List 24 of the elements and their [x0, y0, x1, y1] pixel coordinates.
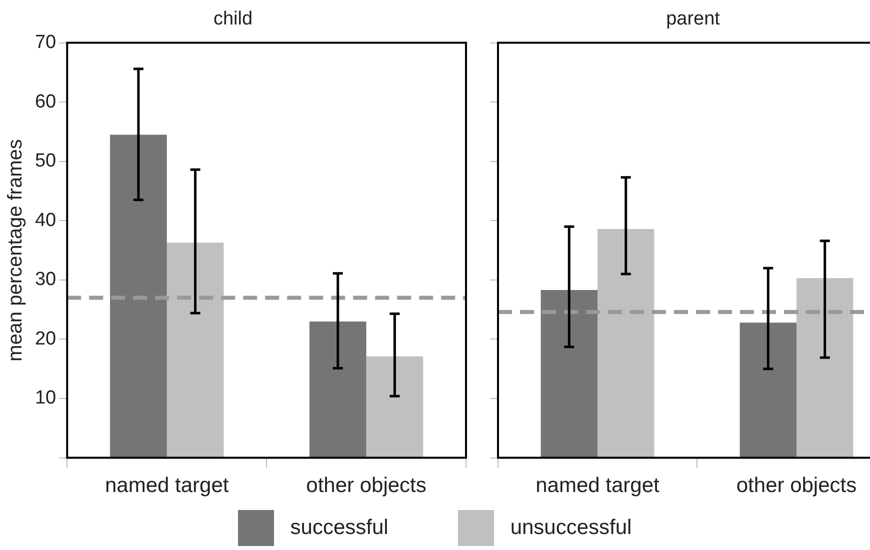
legend-label: successful — [290, 516, 388, 540]
bar — [598, 228, 654, 458]
bar — [166, 242, 224, 458]
y-tick-label: 30 — [34, 269, 56, 290]
bar — [366, 356, 424, 458]
x-tick-label: named target — [536, 474, 660, 498]
bar — [309, 321, 366, 458]
chart-title: child — [213, 8, 253, 30]
y-tick-label: 50 — [34, 150, 56, 172]
y-tick-label: 60 — [34, 91, 56, 112]
x-tick-label: named target — [104, 474, 229, 498]
bar — [540, 290, 598, 458]
y-tick-label: 20 — [34, 328, 56, 350]
bar — [110, 134, 167, 458]
chart-title: parent — [666, 8, 721, 30]
x-tick-label: other objects — [736, 474, 857, 498]
y-tick-label: 10 — [34, 388, 56, 409]
legend-label: unsuccessful — [510, 516, 632, 540]
y-tick-label: 70 — [34, 32, 56, 54]
bar — [740, 322, 796, 458]
x-tick-label: other objects — [306, 474, 426, 498]
y-axis-title: mean percentage frames — [4, 139, 27, 362]
bar — [796, 278, 854, 458]
y-tick-label: 40 — [34, 210, 56, 231]
